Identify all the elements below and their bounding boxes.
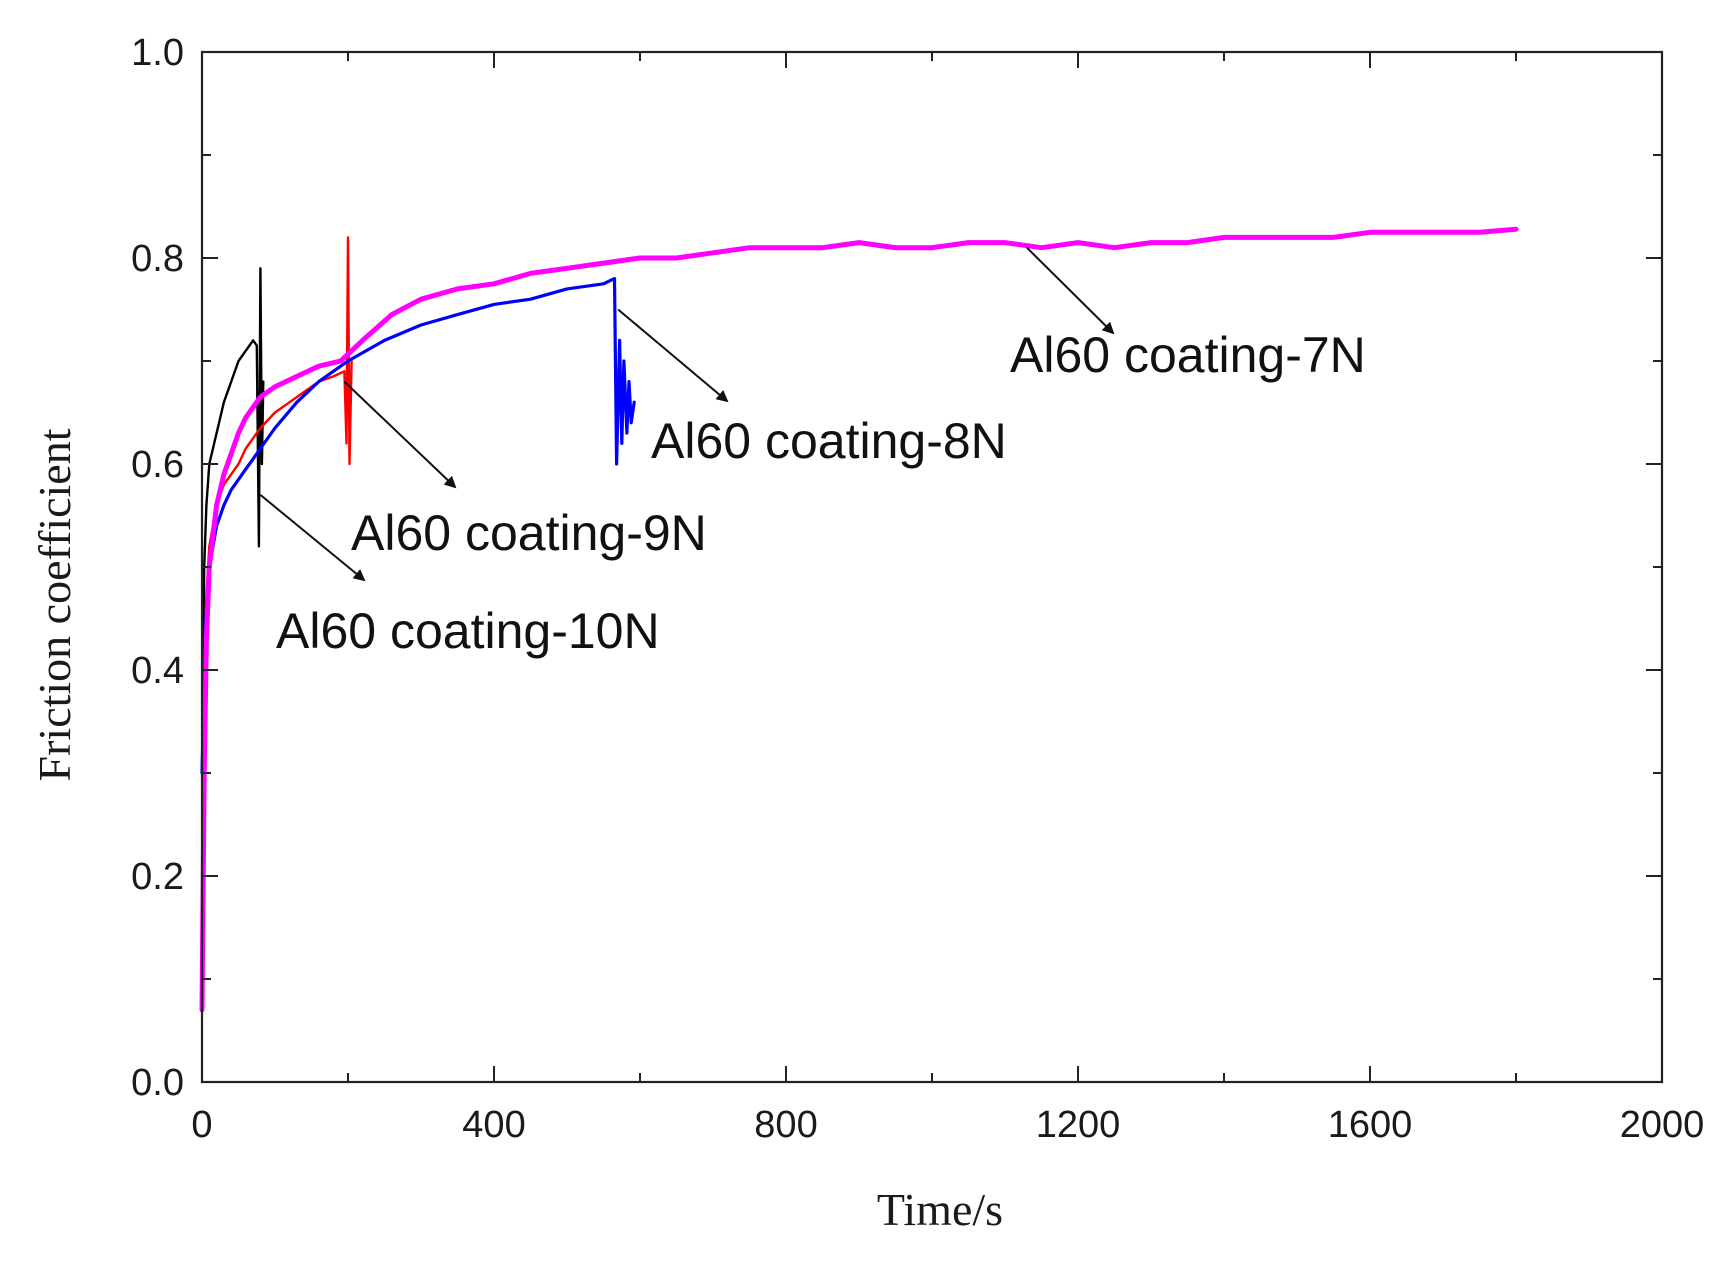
x-axis-title: Time/s [877,1184,1003,1235]
annotation-label-al60-coating-8n: Al60 coating-8N [651,413,1007,469]
plot-frame [200,50,1664,1084]
series-line-al60-coating-7n [199,226,1519,1013]
annotation-arrow-al60-coating-10n [259,494,366,582]
annotation-label-al60-coating-9n: Al60 coating-9N [351,505,707,561]
axes-layer: 0 400 800 1200 1600 2000 0.0 0.2 0.4 0.6 0.8 1.0 [131,32,1704,1146]
y-tick-label: 0.0 [131,1062,184,1104]
x-tick-label: 800 [754,1104,817,1146]
y-tick-label: 1.0 [131,32,184,74]
series-line-al60-coating-10n [200,267,265,775]
y-tick-label: 0.6 [131,444,184,486]
x-tick-label: 400 [462,1104,525,1146]
annotation-label-al60-coating-7n: Al60 coating-7N [1010,327,1366,383]
annotation-arrow-al60-coating-7n [1026,246,1115,335]
x-tick-label: 0 [191,1104,212,1146]
series-line-al60-coating-8n [200,277,636,775]
annotation-arrow-al60-coating-8n [617,308,729,403]
y-tick-label: 0.2 [131,856,184,898]
x-tick-label: 1200 [1036,1104,1121,1146]
y-axis-title: Friction coefficient [29,428,80,781]
y-tick-label: 0.4 [131,650,184,692]
annotation-arrow-al60-coating-9n [343,380,457,489]
x-tick-label: 2000 [1620,1104,1705,1146]
x-tick-label: 1600 [1328,1104,1413,1146]
series-layer [199,226,1519,1013]
annotation-label-al60-coating-10n: Al60 coating-10N [276,603,660,659]
y-tick-label: 0.8 [131,238,184,280]
